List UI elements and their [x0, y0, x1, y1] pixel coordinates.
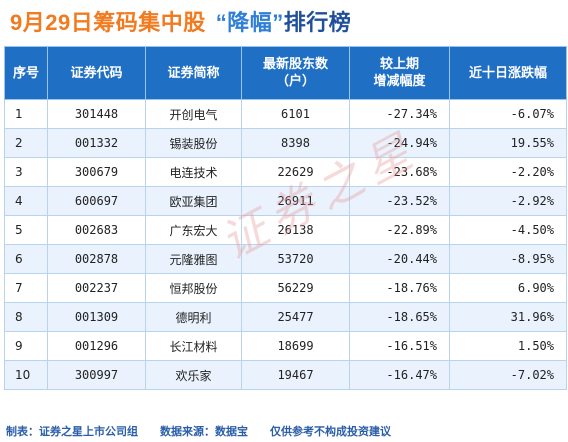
footer-producer: 制表：证券之星上市公司组: [6, 425, 138, 438]
cell-rank: 10: [4, 360, 48, 390]
cell-change: -18.65%: [349, 302, 450, 332]
table-body: 1 301448 开创电气 6101 -27.34% -6.07% 2 001332 锡装股份 8…: [4, 99, 567, 390]
cell-code: 001309: [47, 302, 146, 332]
cell-rank: 1: [4, 99, 48, 129]
cell-code: 300997: [47, 360, 146, 390]
footer: 制表：证券之星上市公司组 数据来源：数据宝 仅供参考不构成投资建议: [6, 423, 413, 439]
cell-rank: 5: [4, 215, 48, 245]
cell-change: -27.34%: [349, 99, 450, 129]
table-row: 8 001309 德明利 25477 -18.65% 31.96%: [4, 302, 567, 332]
cell-name: 锡装股份: [145, 128, 242, 158]
cell-ten-day: 31.96%: [449, 302, 567, 332]
cell-code: 600697: [47, 186, 146, 216]
table-row: 7 002237 恒邦股份 56229 -18.76% 6.90%: [4, 273, 567, 303]
title-suffix: 排行榜: [283, 10, 352, 35]
cell-ten-day: -6.07%: [449, 99, 567, 129]
cell-code: 001332: [47, 128, 146, 158]
cell-rank: 3: [4, 157, 48, 187]
cell-holders: 8398: [241, 128, 350, 158]
cell-change: -22.89%: [349, 215, 450, 245]
header-name: 证券简称: [145, 46, 242, 100]
cell-rank: 7: [4, 273, 48, 303]
header-ten-day: 近十日涨跌幅: [449, 46, 567, 100]
cell-change: -24.94%: [349, 128, 450, 158]
cell-ten-day: -8.95%: [449, 244, 567, 274]
page-title: 9月29日筹码集中股 “降幅”排行榜: [10, 6, 351, 40]
cell-name: 电连技术: [145, 157, 242, 187]
cell-holders: 22629: [241, 157, 350, 187]
cell-ten-day: 6.90%: [449, 273, 567, 303]
cell-holders: 18699: [241, 331, 350, 361]
cell-name: 恒邦股份: [145, 273, 242, 303]
cell-change: -23.52%: [349, 186, 450, 216]
cell-code: 300679: [47, 157, 146, 187]
cell-rank: 4: [4, 186, 48, 216]
cell-change: -23.68%: [349, 157, 450, 187]
cell-code: 301448: [47, 99, 146, 129]
table-row: 10 300997 欢乐家 19467 -16.47% -7.02%: [4, 360, 567, 390]
cell-holders: 6101: [241, 99, 350, 129]
cell-change: -16.47%: [349, 360, 450, 390]
cell-change: -18.76%: [349, 273, 450, 303]
cell-ten-day: -2.20%: [449, 157, 567, 187]
table-row: 6 002878 元隆雅图 53720 -20.44% -8.95%: [4, 244, 567, 274]
cell-name: 欧亚集团: [145, 186, 242, 216]
table-header-row: 序号 证券代码 证券简称 最新股东数 （户） 较上期 增减幅度 近十日涨跌幅: [4, 46, 567, 100]
cell-ten-day: -7.02%: [449, 360, 567, 390]
cell-holders: 25477: [241, 302, 350, 332]
cell-rank: 6: [4, 244, 48, 274]
table-row: 9 001296 长江材料 18699 -16.51% 1.50%: [4, 331, 567, 361]
footer-disclaimer: 仅供参考不构成投资建议: [270, 425, 391, 438]
header-holders: 最新股东数 （户）: [241, 46, 350, 100]
cell-name: 长江材料: [145, 331, 242, 361]
cell-holders: 26911: [241, 186, 350, 216]
table-row: 3 300679 电连技术 22629 -23.68% -2.20%: [4, 157, 567, 187]
cell-code: 002878: [47, 244, 146, 274]
cell-name: 元隆雅图: [145, 244, 242, 274]
cell-ten-day: -4.50%: [449, 215, 567, 245]
title-highlight: “降幅”: [215, 10, 284, 35]
cell-holders: 26138: [241, 215, 350, 245]
cell-name: 开创电气: [145, 99, 242, 129]
cell-code: 002237: [47, 273, 146, 303]
cell-change: -20.44%: [349, 244, 450, 274]
cell-rank: 8: [4, 302, 48, 332]
ranking-table: 序号 证券代码 证券简称 最新股东数 （户） 较上期 增减幅度 近十日涨跌幅 1 30…: [4, 46, 567, 390]
table-row: 4 600697 欧亚集团 26911 -23.52% -2.92%: [4, 186, 567, 216]
table-row: 2 001332 锡装股份 8398 -24.94% 19.55%: [4, 128, 567, 158]
table-row: 5 002683 广东宏大 26138 -22.89% -4.50%: [4, 215, 567, 245]
cell-change: -16.51%: [349, 331, 450, 361]
header-code: 证券代码: [47, 46, 146, 100]
cell-rank: 2: [4, 128, 48, 158]
cell-name: 欢乐家: [145, 360, 242, 390]
cell-holders: 53720: [241, 244, 350, 274]
cell-rank: 9: [4, 331, 48, 361]
cell-ten-day: 19.55%: [449, 128, 567, 158]
header-change: 较上期 增减幅度: [349, 46, 450, 100]
cell-holders: 19467: [241, 360, 350, 390]
cell-name: 德明利: [145, 302, 242, 332]
header-rank: 序号: [4, 46, 48, 100]
cell-holders: 56229: [241, 273, 350, 303]
cell-code: 001296: [47, 331, 146, 361]
cell-name: 广东宏大: [145, 215, 242, 245]
cell-ten-day: 1.50%: [449, 331, 567, 361]
title-main: 9月29日筹码集中股: [10, 10, 206, 35]
footer-source: 数据来源：数据宝: [160, 425, 248, 438]
cell-ten-day: -2.92%: [449, 186, 567, 216]
table-row: 1 301448 开创电气 6101 -27.34% -6.07%: [4, 99, 567, 129]
cell-code: 002683: [47, 215, 146, 245]
